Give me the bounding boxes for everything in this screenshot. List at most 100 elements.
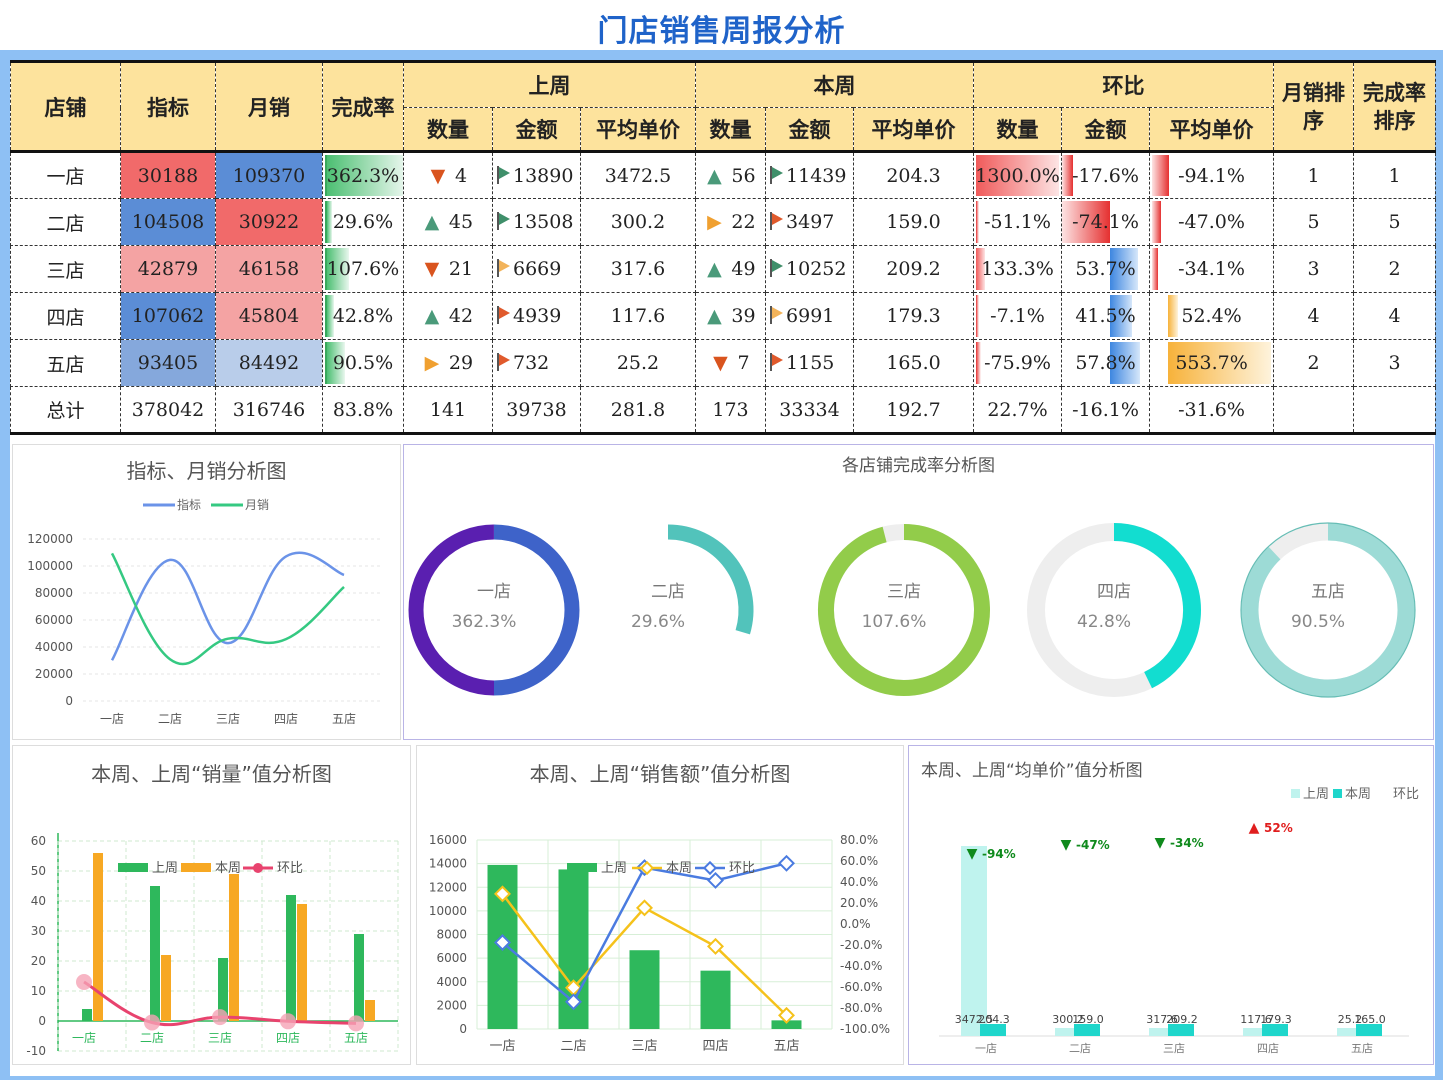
cell-lw-qty[interactable]: ▼ 21 — [403, 245, 493, 293]
cell-tw-qty[interactable]: ▲ 49 — [695, 245, 767, 293]
cell-m-qty[interactable]: 22.7% — [973, 386, 1063, 434]
cell-m-amt[interactable]: 41.5% — [1061, 292, 1151, 340]
cell-lw-qty[interactable]: 141 — [403, 386, 493, 434]
cell-lw-qty[interactable]: ▲ 42 — [403, 292, 493, 340]
cell-lw-avg[interactable]: 3472.5 — [579, 150, 697, 199]
cell-store[interactable]: 二店 — [10, 198, 121, 246]
cell-tw-qty[interactable]: ▲ 39 — [695, 292, 767, 340]
cell-tw-amt[interactable]: 11439 — [765, 150, 855, 199]
tick-label: 40000 — [35, 640, 73, 654]
cell-m-qty[interactable]: 133.3% — [973, 245, 1063, 293]
cell-text: 45 — [448, 211, 474, 233]
cell-tw-qty[interactable]: ▶ 22 — [695, 198, 767, 246]
cell-store[interactable]: 五店 — [10, 339, 121, 387]
cell-lw-amt[interactable]: 732 — [492, 339, 581, 387]
cell-tw-avg[interactable]: 179.3 — [853, 292, 975, 340]
cell-tw-amt[interactable]: 1155 — [765, 339, 855, 387]
cell-rank1[interactable]: 3 — [1273, 245, 1355, 293]
cell-lw-avg[interactable]: 281.8 — [579, 386, 697, 434]
cell-tw-qty[interactable]: ▼ 7 — [695, 339, 767, 387]
cell-monthly[interactable]: 45804 — [215, 292, 323, 340]
cell-monthly[interactable]: 316746 — [215, 386, 323, 434]
cell-lw-qty[interactable]: ▲ 45 — [403, 198, 493, 246]
y2-tick-label: 60.0% — [840, 854, 878, 868]
cell-lw-qty[interactable]: ▼ 4 — [403, 150, 493, 199]
cell-rate[interactable]: 42.8% — [322, 292, 404, 340]
cell-target[interactable]: 42879 — [120, 245, 216, 293]
cell-m-qty[interactable]: 1300.0% — [973, 150, 1063, 199]
cell-rank1[interactable]: 4 — [1273, 292, 1355, 340]
cell-tw-amt[interactable]: 6991 — [765, 292, 855, 340]
arrow-down-icon: ▼ — [1061, 837, 1072, 853]
cell-tw-avg[interactable]: 204.3 — [853, 150, 975, 199]
cell-m-qty[interactable]: -75.9% — [973, 339, 1063, 387]
cell-target[interactable]: 378042 — [120, 386, 216, 434]
cell-rate[interactable]: 90.5% — [322, 339, 404, 387]
cell-target[interactable]: 104508 — [120, 198, 216, 246]
cell-m-avg[interactable]: -31.6% — [1149, 386, 1275, 434]
cell-rank2[interactable] — [1353, 386, 1437, 434]
cell-tw-avg[interactable]: 165.0 — [853, 339, 975, 387]
cell-store[interactable]: 总计 — [10, 386, 121, 434]
cell-lw-amt[interactable]: 13890 — [492, 150, 581, 199]
cell-target[interactable]: 107062 — [120, 292, 216, 340]
cell-monthly[interactable]: 30922 — [215, 198, 323, 246]
cell-target[interactable]: 30188 — [120, 150, 216, 199]
cell-tw-avg[interactable]: 209.2 — [853, 245, 975, 293]
cell-rank2[interactable]: 1 — [1353, 150, 1437, 199]
cell-tw-qty[interactable]: 173 — [695, 386, 767, 434]
cell-monthly[interactable]: 84492 — [215, 339, 323, 387]
cell-rank1[interactable] — [1273, 386, 1355, 434]
cell-rank2[interactable]: 4 — [1353, 292, 1437, 340]
cell-text: 104508 — [131, 211, 205, 233]
cell-rate[interactable]: 29.6% — [322, 198, 404, 246]
cell-rate[interactable]: 362.3% — [322, 150, 404, 199]
mom-bar — [1152, 155, 1170, 196]
cell-lw-qty[interactable]: ▶ 29 — [403, 339, 493, 387]
cell-lw-amt[interactable]: 6669 — [492, 245, 581, 293]
cell-store[interactable]: 三店 — [10, 245, 121, 293]
cell-lw-amt[interactable]: 39738 — [492, 386, 581, 434]
cell-monthly[interactable]: 109370 — [215, 150, 323, 199]
cell-lw-avg[interactable]: 117.6 — [579, 292, 697, 340]
cell-lw-avg[interactable]: 300.2 — [579, 198, 697, 246]
this-week-marker — [494, 885, 511, 903]
cell-m-amt[interactable]: -17.6% — [1061, 150, 1151, 199]
cell-lw-amt[interactable]: 13508 — [492, 198, 581, 246]
x-tick-label: 二店 — [1069, 1041, 1091, 1055]
cell-m-qty[interactable]: -7.1% — [973, 292, 1063, 340]
cell-tw-amt[interactable]: 10252 — [765, 245, 855, 293]
cell-tw-amt[interactable]: 33334 — [765, 386, 855, 434]
cell-m-amt[interactable]: 53.7% — [1061, 245, 1151, 293]
amount-chart-panel: 本周、上周“销售额”值分析图 16000 14000 12000 10000 8000 6… — [416, 745, 904, 1065]
cell-m-avg[interactable]: -47.0% — [1149, 198, 1275, 246]
cell-rate[interactable]: 107.6% — [322, 245, 404, 293]
cell-m-amt[interactable]: -74.1% — [1061, 198, 1151, 246]
cell-m-avg[interactable]: 553.7% — [1149, 339, 1275, 387]
cell-rank1[interactable]: 1 — [1273, 150, 1355, 199]
cell-store[interactable]: 四店 — [10, 292, 121, 340]
cell-m-amt[interactable]: -16.1% — [1061, 386, 1151, 434]
cell-m-avg[interactable]: -94.1% — [1149, 150, 1275, 199]
cell-m-avg[interactable]: 52.4% — [1149, 292, 1275, 340]
cell-tw-qty[interactable]: ▲ 56 — [695, 150, 767, 199]
cell-rank2[interactable]: 3 — [1353, 339, 1437, 387]
cell-m-amt[interactable]: 57.8% — [1061, 339, 1151, 387]
cell-rank1[interactable]: 5 — [1273, 198, 1355, 246]
cell-target[interactable]: 93405 — [120, 339, 216, 387]
bar-label: 317.6 — [1146, 1013, 1178, 1026]
cell-rank2[interactable]: 5 — [1353, 198, 1437, 246]
cell-lw-avg[interactable]: 317.6 — [579, 245, 697, 293]
cell-tw-avg[interactable]: 159.0 — [853, 198, 975, 246]
cell-store[interactable]: 一店 — [10, 150, 121, 199]
cell-rank2[interactable]: 2 — [1353, 245, 1437, 293]
cell-tw-avg[interactable]: 192.7 — [853, 386, 975, 434]
cell-lw-amt[interactable]: 4939 — [492, 292, 581, 340]
cell-monthly[interactable]: 46158 — [215, 245, 323, 293]
cell-lw-avg[interactable]: 25.2 — [579, 339, 697, 387]
cell-rank1[interactable]: 2 — [1273, 339, 1355, 387]
cell-m-qty[interactable]: -51.1% — [973, 198, 1063, 246]
cell-m-avg[interactable]: -34.1% — [1149, 245, 1275, 293]
cell-rate[interactable]: 83.8% — [322, 386, 404, 434]
cell-tw-amt[interactable]: 3497 — [765, 198, 855, 246]
